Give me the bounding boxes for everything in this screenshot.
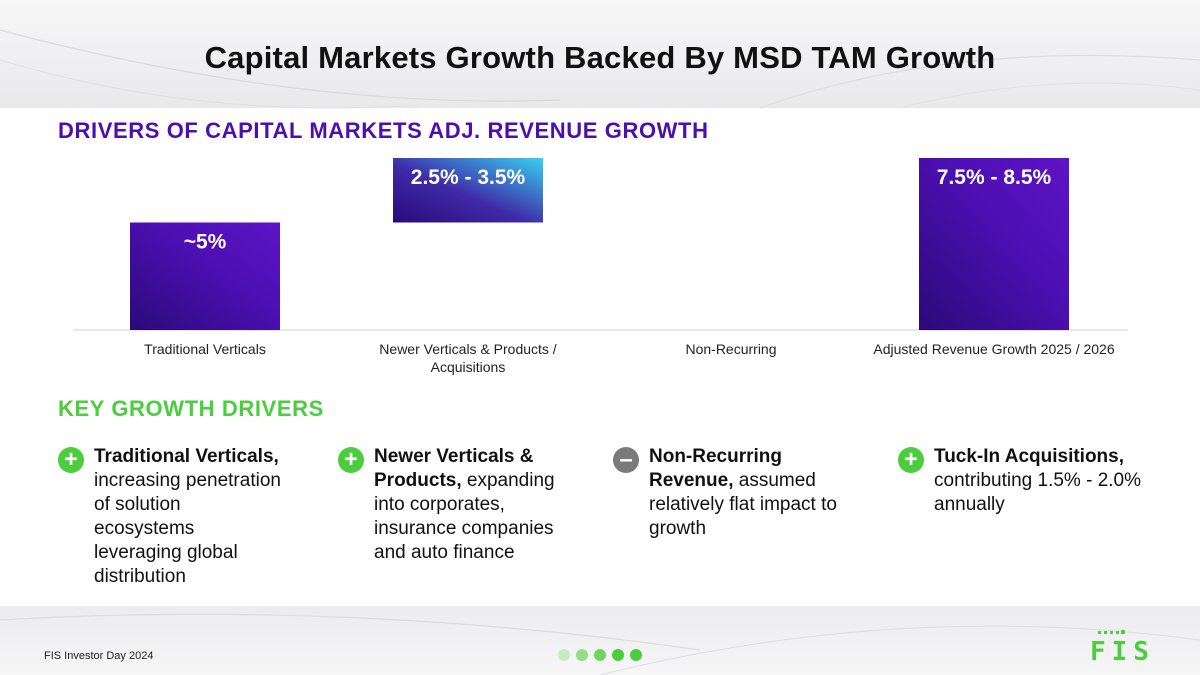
bar-1 — [130, 222, 280, 330]
driver-title: Tuck-In Acquisitions, — [934, 446, 1125, 467]
progress-dots — [558, 648, 648, 666]
minus-icon: – — [613, 447, 639, 473]
x-tick-label: Non-Recurring — [685, 341, 776, 357]
bar-data-label: 7.5% - 8.5% — [937, 166, 1052, 189]
driver-non-recurring: – Non-Recurring Revenue, assumed relativ… — [613, 445, 853, 541]
driver-newer-verticals: + Newer Verticals & Products, expanding … — [338, 445, 563, 565]
driver-traditional-verticals: + Traditional Verticals, increasing pene… — [58, 445, 283, 589]
chart-heading: DRIVERS OF CAPITAL MARKETS ADJ. REVENUE … — [58, 118, 709, 143]
fis-logo: FIS — [1090, 630, 1155, 662]
plus-icon: + — [338, 447, 364, 473]
driver-description: expanding into corporates, insurance com… — [374, 470, 555, 563]
drivers-heading: KEY GROWTH DRIVERS — [58, 396, 324, 421]
progress-dot — [630, 649, 642, 661]
waterfall-chart: ~5% 2.5% - 3.5% 7.5% - 8.5% Traditional Ve… — [73, 158, 1128, 375]
driver-description: contributing 1.5% - 2.0% annually — [934, 470, 1142, 515]
driver-title: Non-Recurring Revenue, — [649, 446, 782, 491]
x-tick-label: Adjusted Revenue Growth 2025 / 2026 — [873, 341, 1114, 357]
plus-icon: + — [898, 447, 924, 473]
progress-dot — [558, 649, 570, 661]
slide-title: Capital Markets Growth Backed By MSD TAM… — [204, 40, 996, 75]
driver-title: Traditional Verticals, — [94, 446, 279, 467]
driver-tuck-in-acquisitions: + Tuck-In Acquisitions, contributing 1.5… — [898, 445, 1148, 517]
progress-dot — [612, 649, 624, 661]
driver-title: Newer Verticals & Products, — [374, 446, 534, 491]
x-tick-label: Traditional Verticals — [144, 341, 266, 357]
progress-dot — [594, 649, 606, 661]
x-tick-label: Newer Verticals & Products / Acquisitions — [379, 341, 557, 375]
driver-description: assumed relatively flat impact to growth — [649, 470, 837, 539]
footer-label: FIS Investor Day 2024 — [44, 650, 154, 662]
logo-wordmark: FIS — [1090, 637, 1155, 662]
bar-2 — [393, 158, 543, 223]
bar-4 — [919, 158, 1069, 330]
progress-dot — [576, 649, 588, 661]
bar-data-label: ~5% — [184, 231, 227, 254]
plus-icon: + — [58, 447, 84, 473]
driver-description: increasing penetration of solution ecosy… — [94, 470, 281, 587]
bar-data-label: 2.5% - 3.5% — [411, 166, 526, 189]
